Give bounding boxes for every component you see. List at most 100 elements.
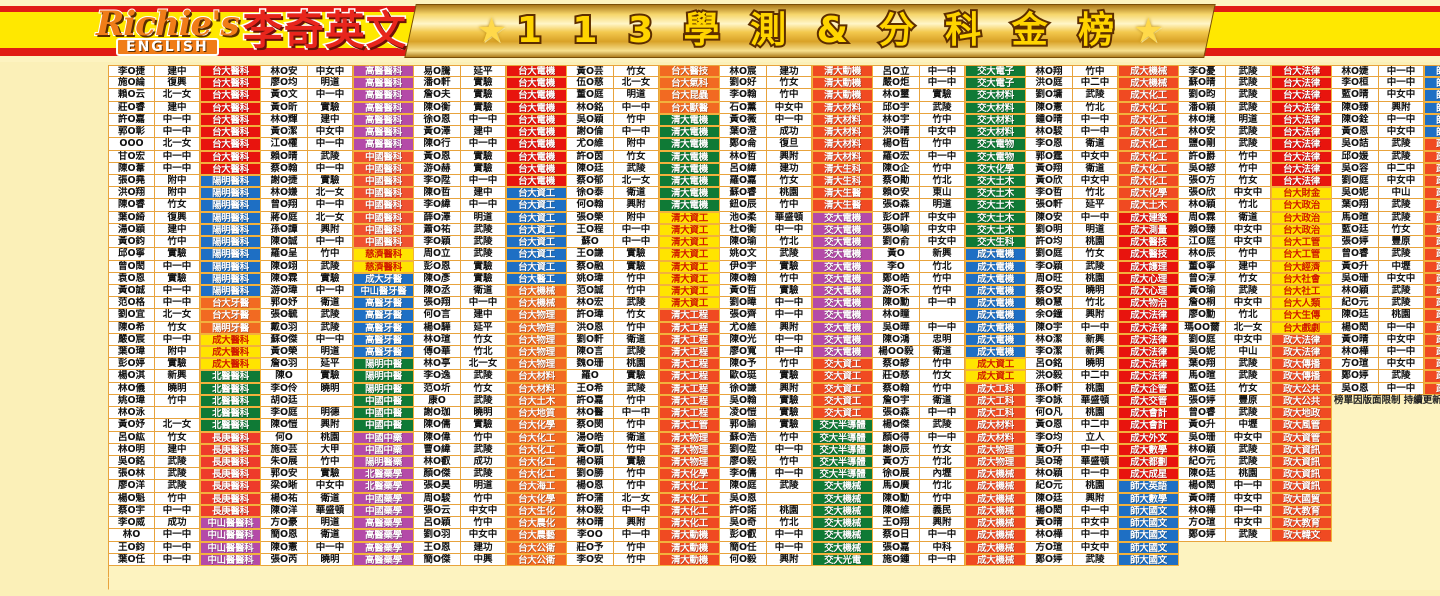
student-school: 附中 bbox=[155, 187, 200, 200]
admitted-department-badge: 交大半導體 bbox=[812, 419, 873, 432]
table-row: 郭O霆 中女中 成大化工 bbox=[1026, 150, 1179, 163]
student-school: 中二中 bbox=[1073, 419, 1118, 432]
table-row: 吳O翰 實驗 交大資工 bbox=[720, 394, 873, 408]
table-row: 林O叡 成功 台大化工 bbox=[414, 456, 567, 469]
admitted-department-badge: 台大資工 bbox=[506, 199, 567, 212]
admitted-department-badge: 台大政治 bbox=[1271, 211, 1332, 224]
table-row: 黃O欣 中女中 成大化工 bbox=[1026, 174, 1179, 188]
student-school: 中一中 bbox=[1379, 382, 1424, 395]
admitted-department-badge: 清大材料 bbox=[812, 113, 873, 127]
student-school: 明道 bbox=[461, 480, 506, 493]
student-name: 范O誠 bbox=[567, 284, 614, 298]
student-school: 武陵 bbox=[1379, 150, 1424, 163]
table-row: 黃O翔 衛道 成大化工 bbox=[1026, 162, 1179, 175]
student-school: 明道 bbox=[461, 211, 506, 224]
student-school: 桃園 bbox=[614, 358, 659, 371]
admitted-department-badge: 成大建築 bbox=[1118, 211, 1179, 224]
table-row: 林O璽 實驗 交大材料 bbox=[873, 89, 1026, 102]
admitted-department-badge: 交大材料 bbox=[965, 113, 1026, 127]
student-name: 葉O綺 bbox=[108, 211, 155, 224]
student-school: 武陵 bbox=[1226, 77, 1271, 90]
admitted-department-badge: 台大電機 bbox=[506, 113, 567, 127]
student-school: 武陵 bbox=[1379, 297, 1424, 310]
student-school: 中科 bbox=[920, 541, 965, 554]
admitted-department-badge: 台大醫科 bbox=[200, 150, 261, 163]
student-school: 衛道 bbox=[614, 333, 659, 347]
admitted-department-badge: 清大工程 bbox=[659, 407, 720, 420]
admitted-department-badge: 台大資工 bbox=[506, 211, 567, 224]
student-school: 興附 bbox=[614, 517, 659, 530]
admitted-department-badge: 長庚醫科 bbox=[200, 443, 261, 456]
student-school: 竹女 bbox=[461, 382, 506, 395]
admitted-department-badge: 北醫藥學 bbox=[353, 480, 414, 493]
table-row: 徐O泰 衛道 清大電機 bbox=[567, 187, 720, 200]
student-school: 義民 bbox=[920, 504, 965, 518]
student-school: 中女中 bbox=[1073, 517, 1118, 530]
brand-logo: Richie's ENGLISH 李奇英文 bbox=[95, 0, 416, 62]
table-row: 鄭O侖 復旦 清大材料 bbox=[720, 138, 873, 151]
admitted-department-badge: 清大資工 bbox=[659, 284, 720, 298]
admitted-department-badge: 交大電物 bbox=[965, 138, 1026, 151]
student-school: 武陵 bbox=[461, 248, 506, 261]
table-row: 陳O哲 建中 台大資工 bbox=[414, 187, 567, 200]
admitted-department-badge: 師大美術 bbox=[1424, 65, 1440, 78]
admitted-department-badge: 政大地政 bbox=[1271, 407, 1332, 420]
table-row: 黃O昕 實驗 高醫醫科 bbox=[261, 101, 414, 114]
student-school: 武陵 bbox=[1226, 126, 1271, 139]
table-row: 李O均 立人 成大外文 bbox=[1026, 431, 1179, 444]
empty-cell bbox=[1332, 419, 1440, 432]
admitted-department-badge: 交大電機 bbox=[812, 321, 873, 334]
student-school: 北一女 bbox=[461, 358, 506, 371]
table-row: 嚴O宸 中一中 成大醫科 bbox=[108, 333, 261, 347]
table-row: 黃O方 竹北 成大物理 bbox=[873, 456, 1026, 469]
student-school: 武陵 bbox=[1073, 553, 1118, 566]
admitted-department-badge: 成大機械 bbox=[965, 480, 1026, 493]
results-column: 呂O立 中一中 交大電子 嚴O炬 中一中 交大電子 林O璽 實驗 交大材料 邱O宇 武陵 交大材料 林O… bbox=[873, 65, 1026, 591]
admitted-department-badge: 交大機械 bbox=[812, 504, 873, 518]
table-row: 張O翔 中一中 台大機械 bbox=[414, 297, 567, 310]
admitted-department-badge: 清大化工 bbox=[659, 480, 720, 493]
student-name: 黃O恩 bbox=[1332, 126, 1379, 139]
table-row: 詹O夫 實驗 台大電機 bbox=[414, 89, 567, 102]
empty-cell bbox=[1332, 553, 1440, 566]
table-row: 鄭O皓 竹中 成大電機 bbox=[873, 272, 1026, 285]
table-row: 吳O恩中一中政大外交 bbox=[1332, 382, 1440, 395]
student-school: 中女中 bbox=[1073, 174, 1118, 188]
student-school: 中女中 bbox=[1226, 492, 1271, 505]
table-row: 林O潔 新興 成大法律 bbox=[1026, 333, 1179, 347]
table-row: 張O嘉 中科 成大機械 bbox=[873, 541, 1026, 554]
student-name: 張O云 bbox=[414, 504, 461, 518]
student-school: 中女中 bbox=[1379, 333, 1424, 347]
admitted-department-badge: 台大法律 bbox=[1271, 89, 1332, 102]
admitted-department-badge: 成大機械 bbox=[965, 541, 1026, 554]
admitted-department-badge: 交大電機 bbox=[812, 346, 873, 359]
student-name: 許O爵 bbox=[1179, 150, 1226, 163]
table-row: 詹O羽 延平 陽明中醫 bbox=[261, 358, 414, 371]
student-school: 竹北 bbox=[461, 346, 506, 359]
table-row-empty bbox=[1332, 468, 1440, 481]
admitted-department-badge: 交大材料 bbox=[965, 126, 1026, 139]
student-name: 黃O芸 bbox=[567, 65, 614, 78]
admitted-department-badge: 政大經濟 bbox=[1424, 370, 1440, 383]
admitted-department-badge: 台大生化 bbox=[506, 504, 567, 518]
admitted-department-badge: 清大動機 bbox=[659, 529, 720, 542]
student-school bbox=[920, 309, 965, 322]
admitted-department-badge: 台大機械 bbox=[506, 284, 567, 298]
table-row: 黃O晴 中女中 政大國貿 bbox=[1179, 492, 1332, 505]
admitted-department-badge: 中國中醫 bbox=[353, 419, 414, 432]
admitted-department-badge: 台大材料 bbox=[506, 370, 567, 383]
student-school: 武陵 bbox=[308, 321, 353, 334]
admitted-department-badge: 台大物理 bbox=[506, 346, 567, 359]
student-school: 中一中 bbox=[155, 150, 200, 163]
table-row-empty bbox=[414, 565, 567, 579]
admitted-department-badge: 陽明醫科 bbox=[200, 223, 261, 237]
admitted-department-badge: 交大電機 bbox=[812, 223, 873, 237]
admitted-department-badge: 高醫藥學 bbox=[353, 541, 414, 554]
student-name: 楊OO毅 bbox=[873, 346, 920, 359]
table-row: 楊O恩 竹中 清大化工 bbox=[567, 480, 720, 493]
table-row: 簡O傑 中興 台大公衛 bbox=[414, 553, 567, 566]
student-school: 華盛頓 bbox=[308, 504, 353, 518]
student-school: 中一中 bbox=[155, 297, 200, 310]
admitted-department-badge: 成大化工 bbox=[1118, 101, 1179, 114]
table-row: 陳O睿 竹女 陽明醫科 bbox=[108, 199, 261, 212]
